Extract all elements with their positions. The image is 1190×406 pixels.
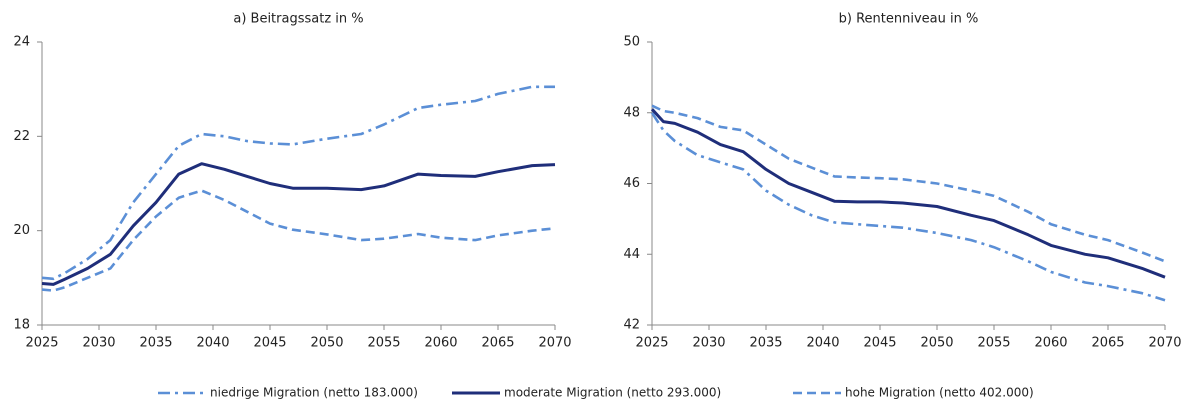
x-tick-label: 2025	[25, 336, 58, 351]
x-tick-label: 2060	[1034, 336, 1067, 351]
x-tick-label: 2030	[82, 336, 115, 351]
legend-label: moderate Migration (netto 293.000)	[504, 386, 721, 400]
y-tick-label: 50	[623, 35, 640, 50]
x-tick-label: 2030	[692, 336, 725, 351]
x-tick-label: 2050	[310, 336, 343, 351]
y-tick-label: 24	[13, 35, 30, 50]
series-line	[651, 104, 1166, 263]
chart-title: b) Rentenniveau in %	[839, 12, 979, 27]
y-tick-label: 44	[623, 247, 640, 262]
x-tick-label: 2055	[367, 336, 400, 351]
y-tick-label: 22	[13, 129, 30, 144]
legend-label: niedrige Migration (netto 183.000)	[210, 386, 418, 400]
x-tick-label: 2035	[749, 336, 782, 351]
x-tick-label: 2045	[253, 336, 286, 351]
y-tick-label: 18	[13, 318, 30, 333]
x-tick-label: 2070	[1148, 336, 1181, 351]
series-line	[650, 112, 1166, 302]
x-tick-label: 2065	[481, 336, 514, 351]
x-tick-label: 2040	[806, 336, 839, 351]
legend-label: hohe Migration (netto 402.000)	[845, 386, 1034, 400]
x-tick-label: 2055	[977, 336, 1010, 351]
x-tick-label: 2060	[424, 336, 457, 351]
series-line	[650, 108, 1166, 279]
x-tick-label: 2035	[139, 336, 172, 351]
y-tick-label: 20	[13, 223, 30, 238]
x-tick-label: 2070	[538, 336, 571, 351]
series-line	[41, 189, 556, 292]
x-tick-label: 2040	[196, 336, 229, 351]
y-tick-label: 42	[623, 318, 640, 333]
series-line	[41, 162, 556, 286]
y-tick-label: 48	[623, 105, 640, 120]
y-tick-label: 46	[623, 176, 640, 191]
series-line	[41, 85, 555, 281]
x-tick-label: 2065	[1091, 336, 1124, 351]
x-tick-label: 2025	[635, 336, 668, 351]
x-tick-label: 2045	[863, 336, 896, 351]
chart-title: a) Beitragssatz in %	[233, 12, 363, 27]
x-tick-label: 2050	[920, 336, 953, 351]
